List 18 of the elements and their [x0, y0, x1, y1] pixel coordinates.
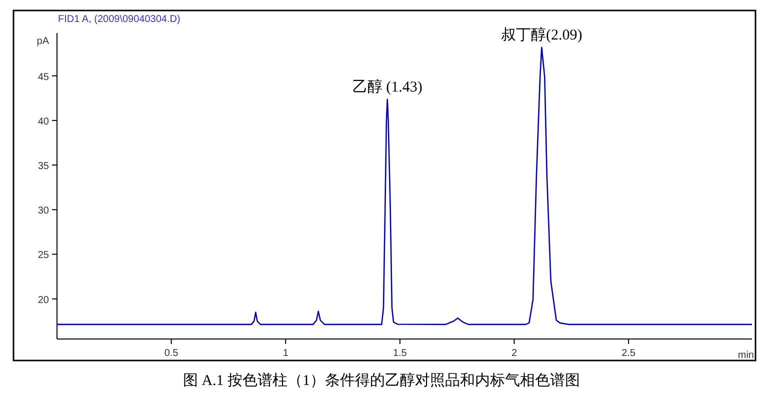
x-axis-title: min	[738, 350, 754, 361]
y-tick-label: 40	[38, 116, 50, 128]
y-tick-label: 25	[38, 250, 50, 262]
x-tick-label: 1.5	[392, 348, 408, 359]
chart-title: FID1 A, (2009\09040304.D)	[58, 14, 180, 25]
x-tick-label: 2.5	[622, 348, 636, 359]
x-tick-label: 0.5	[164, 348, 179, 359]
y-tick-label: 45	[38, 72, 50, 83]
x-tick-label: 1	[282, 348, 289, 359]
y-axis-title: pA	[36, 36, 50, 47]
x-tick-label: 2	[511, 348, 518, 359]
y-tick-label: 30	[38, 206, 50, 217]
y-tick-label: 35	[38, 161, 50, 172]
text: 图 A.1 按色谱柱（1）条件得的乙醇对照品和内标气相色谱图	[182, 372, 580, 389]
annotation: 乙醇 (1.43)	[352, 78, 422, 96]
annotation: 叔丁醇(2.09)	[501, 26, 582, 44]
y-tick-label: 20	[38, 294, 50, 306]
line-series	[56, 46, 753, 326]
